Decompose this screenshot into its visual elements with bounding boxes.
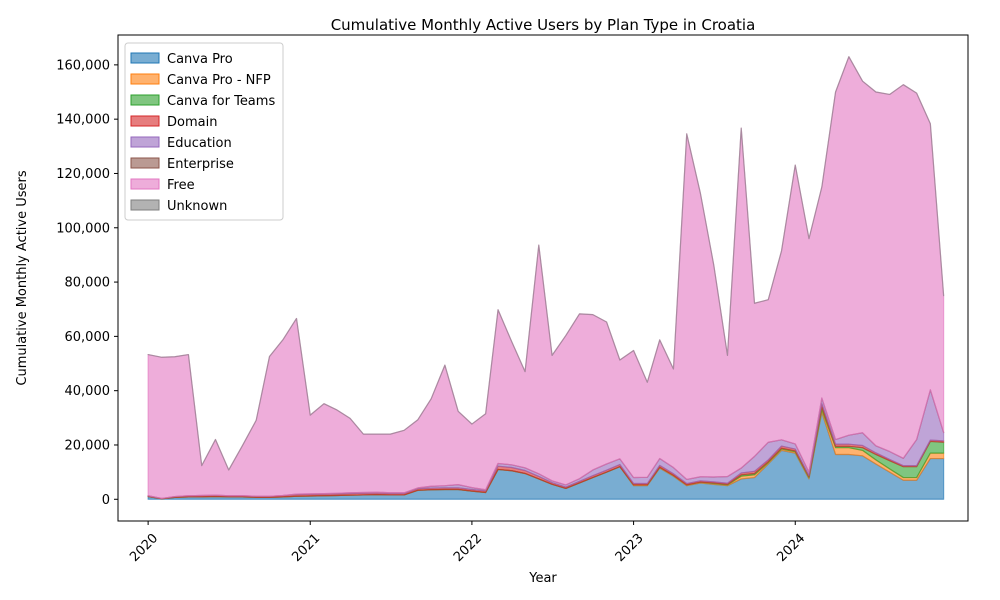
legend-swatch-enterprise [130,157,160,169]
legend-label-free: Free [167,178,195,193]
y-tick-label: 20,000 [65,438,111,453]
legend-label-canva-pro: Canva Pro [167,52,233,67]
legend-label-enterprise: Enterprise [167,157,234,172]
y-tick-label: 0 [102,493,110,508]
y-axis: 0 20,000 40,000 60,000 80,000 100,000 120,000 1… [56,58,118,508]
y-tick-label: 80,000 [65,276,111,291]
legend-swatch-education [130,136,160,148]
y-tick-label: 60,000 [65,330,111,345]
legend-swatch-canva-pro [130,52,160,64]
legend-label-education: Education [167,136,232,151]
legend-swatch-canva-for-teams [130,94,160,106]
y-axis-title: Cumulative Monthly Active Users [15,170,30,385]
legend-swatch-domain [130,115,160,127]
area-unknown [147,56,945,471]
legend-box [124,42,284,221]
y-tick-label: 120,000 [56,167,110,182]
y-tick-label: 140,000 [56,113,110,128]
legend-label-unknown: Unknown [167,199,227,214]
legend-label-domain: Domain [167,115,217,130]
legend-swatch-unknown [130,199,160,211]
legend: Canva Pro Canva Pro - NFP Canva for Teams D… [124,42,284,221]
y-tick-label: 160,000 [56,58,110,73]
x-axis-title: Year [528,571,557,586]
legend-label-canva-pro-nfp: Canva Pro - NFP [167,73,271,88]
chart-title: Cumulative Monthly Active Users by Plan … [331,16,756,34]
legend-swatch-canva-pro-nfp [130,73,160,85]
y-tick-label: 40,000 [65,384,111,399]
legend-label-canva-for-teams: Canva for Teams [167,94,275,109]
y-tick-label: 100,000 [56,221,110,236]
legend-swatch-free [130,178,160,190]
area-layers [147,56,945,500]
plot-frame [117,34,969,522]
